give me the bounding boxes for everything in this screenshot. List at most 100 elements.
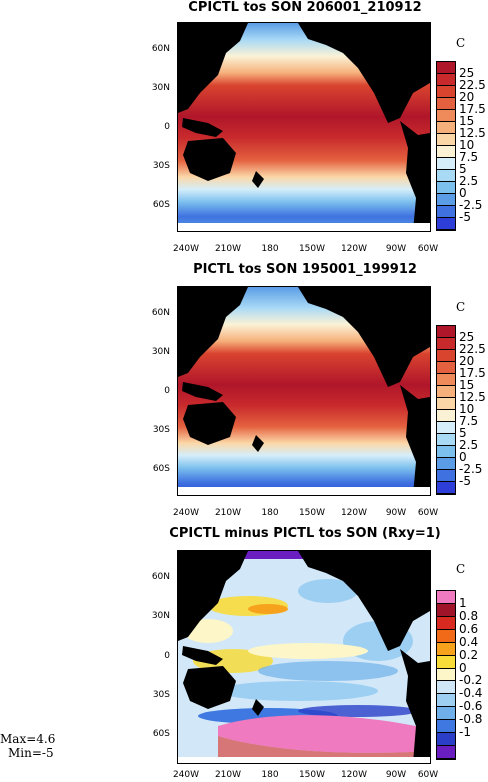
colorbar-swatch (437, 170, 455, 182)
colorbar-label: 2.5 (459, 438, 479, 452)
colorbar-label: -1 (459, 725, 471, 740)
colorbar-label: 15 (459, 378, 475, 392)
colorbar-label: -0.8 (459, 712, 483, 727)
colorbar-swatch (437, 386, 455, 398)
colorbar-swatch (437, 98, 455, 110)
panel3-lon-210w: 210W (214, 770, 242, 780)
colorbar-swatch (437, 681, 455, 695)
panel2-map (177, 286, 431, 496)
min-stat: Min=-5 (8, 746, 54, 760)
colorbar-swatch (437, 62, 455, 74)
colorbar-swatch (437, 603, 455, 617)
colorbar-swatch (437, 707, 455, 721)
panel3-lon-90w: 90W (385, 770, 407, 780)
colorbar-swatch (437, 720, 455, 734)
colorbar-swatch (437, 338, 455, 350)
colorbar-swatch (437, 326, 455, 338)
panel2-lat-30n: 30N (151, 347, 170, 357)
colorbar-swatch (437, 746, 455, 759)
colorbar-swatch (437, 694, 455, 708)
colorbar-label: 5 (459, 162, 467, 176)
panel3-lon-120w: 120W (340, 770, 368, 780)
colorbar-label: 0.4 (459, 634, 479, 649)
panel1-unit: C (456, 36, 466, 50)
colorbar-label: -0.6 (459, 699, 483, 714)
panel3-lat-60n: 60N (151, 572, 170, 582)
panel3-lat-eq: 0 (164, 651, 170, 661)
panel3-unit: C (456, 562, 466, 576)
panel2-lon-60w: 60W (417, 508, 439, 518)
colorbar-swatch (437, 122, 455, 134)
panel2-lat-30s: 30S (152, 425, 170, 435)
max-stat: Max=4.6 (0, 732, 56, 746)
panel1-lat-60s: 60S (152, 200, 170, 210)
colorbar-swatch (437, 434, 455, 446)
panel3-lon-60w: 60W (417, 770, 439, 780)
colorbar-label: 0 (459, 660, 467, 675)
colorbar-swatch (437, 482, 455, 494)
panel1-colorbar (436, 61, 456, 231)
colorbar-label: -5 (459, 210, 471, 224)
panel2-lat-60n: 60N (151, 308, 170, 318)
colorbar-label: 25 (459, 66, 475, 80)
colorbar-label: 20 (459, 90, 475, 104)
colorbar-label: -2.5 (459, 462, 483, 476)
panel3-lat-30s: 30S (152, 690, 170, 700)
colorbar-label: 12.5 (459, 390, 486, 404)
colorbar-swatch (437, 629, 455, 643)
panel2-colorbar (436, 325, 456, 495)
colorbar-label: 1 (459, 595, 467, 610)
colorbar-swatch (437, 350, 455, 362)
panel1-lon-150w: 150W (298, 244, 326, 254)
colorbar-swatch (437, 74, 455, 86)
panel2-lon-180: 180 (261, 508, 279, 518)
colorbar-swatch (437, 158, 455, 170)
panel1-title: CPICTL tos SON 206001_210912 (188, 0, 422, 15)
colorbar-label: 15 (459, 114, 475, 128)
colorbar-swatch (437, 218, 455, 230)
panel1-lon-120w: 120W (340, 244, 368, 254)
panel3-lon-150w: 150W (298, 770, 326, 780)
panel1-lon-210w: 210W (214, 244, 242, 254)
panel2-lon-90w: 90W (385, 508, 407, 518)
colorbar-swatch (437, 458, 455, 470)
panel3-lon-240w: 240W (172, 770, 200, 780)
colorbar-swatch (437, 733, 455, 747)
panel2-lon-150w: 150W (298, 508, 326, 518)
panel3-colorbar (436, 590, 456, 760)
colorbar-swatch (437, 146, 455, 158)
panel3-title: CPICTL minus PICTL tos SON (Rxy=1) (169, 526, 441, 541)
colorbar-swatch (437, 362, 455, 374)
colorbar-label: 7.5 (459, 414, 479, 428)
panel3-lon-180: 180 (261, 770, 279, 780)
colorbar-label: 0 (459, 450, 467, 464)
colorbar-swatch (437, 616, 455, 630)
panel3-lat-30n: 30N (151, 611, 170, 621)
colorbar-label: 22.5 (459, 78, 486, 92)
colorbar-label: 25 (459, 330, 475, 344)
panel1-lon-90w: 90W (385, 244, 407, 254)
colorbar-label: 17.5 (459, 366, 486, 380)
colorbar-label: 10 (459, 138, 475, 152)
colorbar-label: 10 (459, 402, 475, 416)
colorbar-label: 0.6 (459, 621, 479, 636)
colorbar-swatch (437, 182, 455, 194)
panel2-lat-60s: 60S (152, 464, 170, 474)
panel2-lon-210w: 210W (214, 508, 242, 518)
panel1-lat-30s: 30S (152, 161, 170, 171)
panel1-map (177, 22, 431, 232)
colorbar-swatch (437, 374, 455, 386)
panel1-lon-180: 180 (261, 244, 279, 254)
panel2-lat-eq: 0 (164, 386, 170, 396)
colorbar-label: 0.2 (459, 647, 479, 662)
panel3-lat-60s: 60S (152, 729, 170, 739)
colorbar-swatch (437, 86, 455, 98)
colorbar-label: 2.5 (459, 174, 479, 188)
panel2-lon-120w: 120W (340, 508, 368, 518)
colorbar-swatch (437, 668, 455, 682)
colorbar-label: 17.5 (459, 102, 486, 116)
colorbar-swatch (437, 194, 455, 206)
panel2-title: PICTL tos SON 195001_199912 (193, 262, 417, 277)
panel2-unit: C (456, 300, 466, 314)
colorbar-label: -0.2 (459, 673, 483, 688)
